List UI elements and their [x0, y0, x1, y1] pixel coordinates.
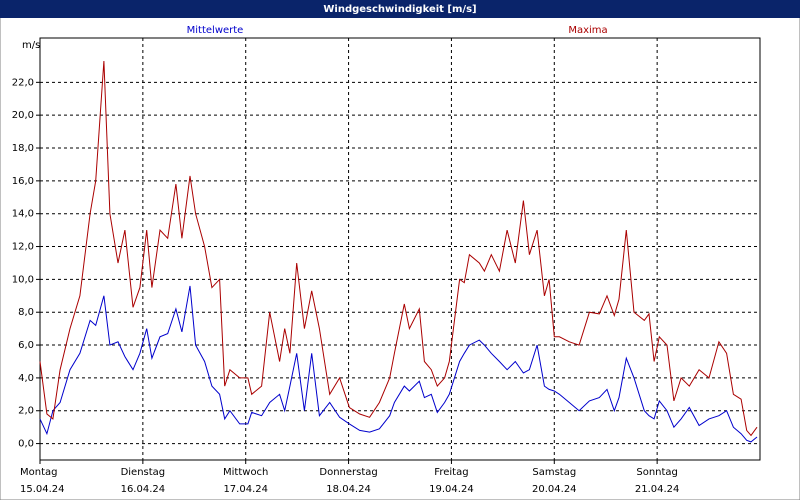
y-tick-label: 8,0: [18, 307, 34, 318]
legend-label: Maxima: [568, 25, 607, 36]
x-tick-label: Samstag: [532, 467, 576, 478]
x-tick-date: 19.04.24: [429, 484, 474, 495]
y-tick-label: 18,0: [12, 143, 34, 154]
x-tick-label: Freitag: [434, 467, 468, 478]
y-tick-label: 20,0: [12, 110, 34, 121]
x-tick-date: 16.04.24: [121, 484, 166, 495]
y-tick-label: 0,0: [18, 439, 34, 450]
y-tick-label: 12,0: [12, 242, 34, 253]
y-tick-label: 2,0: [18, 406, 34, 417]
y-tick-label: 22,0: [12, 77, 34, 88]
x-tick-date: 18.04.24: [326, 484, 371, 495]
x-tick-date: 20.04.24: [532, 484, 577, 495]
chart-title: Windgeschwindigkeit [m/s]: [323, 4, 476, 15]
x-tick-label: Sonntag: [636, 467, 678, 478]
plot-area: [39, 37, 761, 461]
y-tick-label: 16,0: [12, 176, 34, 187]
x-tick-label: Mittwoch: [223, 467, 268, 478]
x-tick-date: 15.04.24: [20, 484, 65, 495]
x-tick-label: Donnerstag: [319, 467, 377, 478]
legend-label: Mittelwerte: [187, 25, 244, 36]
y-tick-label: 4,0: [18, 373, 34, 384]
series-line: [39, 285, 758, 443]
x-tick-date: 17.04.24: [223, 484, 268, 495]
y-unit: m/s: [22, 40, 40, 51]
title-bar: [0, 0, 800, 18]
y-tick-label: 10,0: [12, 274, 34, 285]
x-tick-label: Montag: [20, 467, 57, 478]
y-tick-label: 14,0: [12, 209, 34, 220]
x-tick-label: Dienstag: [121, 467, 166, 478]
x-tick-date: 21.04.24: [635, 484, 680, 495]
y-tick-label: 6,0: [18, 340, 34, 351]
series-line: [39, 60, 758, 437]
